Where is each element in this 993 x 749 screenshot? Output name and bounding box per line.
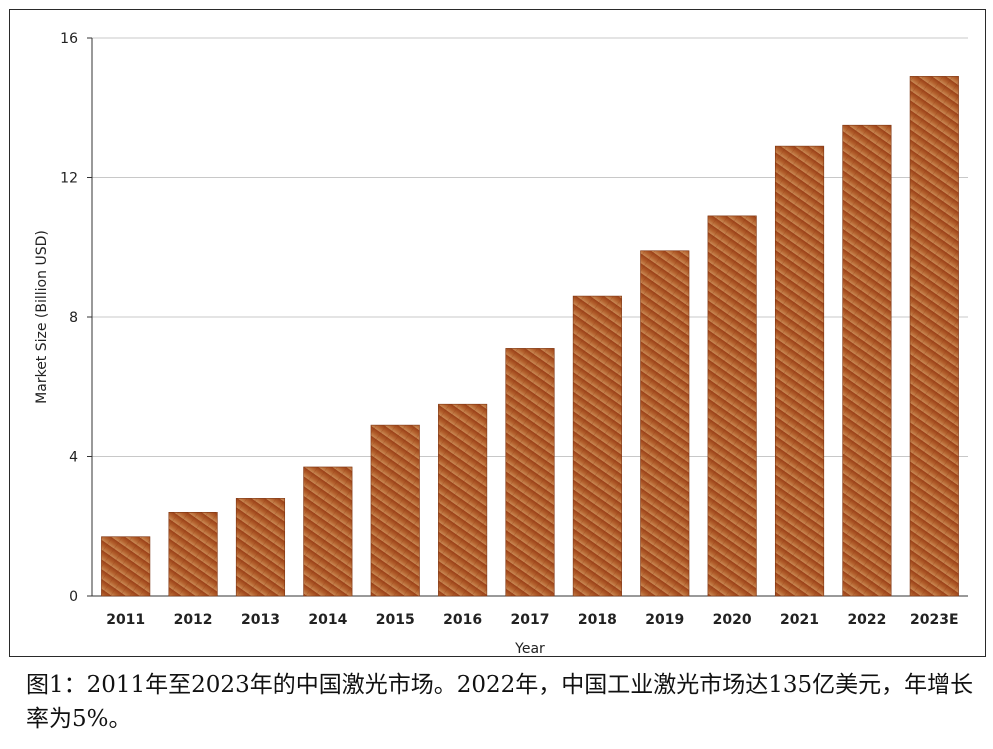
x-tick-label: 2021	[780, 612, 819, 628]
bar-2019	[640, 250, 690, 597]
x-tick-label: 2016	[443, 612, 482, 628]
bars	[101, 76, 959, 597]
x-tick-label: 2020	[713, 612, 752, 628]
x-axis-title: Year	[514, 641, 545, 657]
bar-2022	[842, 124, 892, 597]
x-tick-label: 2022	[847, 612, 886, 628]
y-tick-label: 16	[60, 31, 78, 47]
axis-labels: 0 4 8 12 16 2011 2012 2013 2014 2015 2016 2017 2018 2…	[60, 31, 958, 628]
bar-2021	[774, 145, 825, 597]
x-tick-label: 2013	[241, 612, 280, 628]
y-axis-title: Market Size (Billion USD)	[34, 230, 50, 404]
x-tick-label: 2014	[308, 612, 347, 628]
x-tick-label: 2017	[511, 612, 550, 628]
x-tick-label: 2011	[106, 612, 145, 628]
bar-2011	[101, 536, 151, 597]
y-tick-label: 8	[69, 310, 78, 326]
bar-2020	[707, 215, 757, 597]
x-tick-label: 2015	[376, 612, 415, 628]
y-tick-label: 4	[69, 450, 78, 466]
bar-2023E	[909, 76, 959, 597]
x-tick-label: 2023E	[910, 612, 959, 628]
bar-2016	[438, 403, 488, 597]
y-tick-label: 12	[60, 171, 78, 187]
bar-chart: 0 4 8 12 16 2011 2012 2013 2014 2015 2016 2017 2018 2…	[34, 31, 968, 657]
bar-2015	[370, 424, 420, 597]
x-tick-label: 2019	[645, 612, 684, 628]
bar-2012	[168, 511, 218, 597]
figure-caption: 图1：2011年至2023年的中国激光市场。2022年，中国工业激光市场达135…	[26, 672, 974, 732]
x-tick-label: 2012	[174, 612, 213, 628]
x-tick-label: 2018	[578, 612, 617, 628]
bar-2017	[505, 348, 555, 597]
y-tick-label: 0	[69, 589, 78, 605]
bar-2014	[303, 466, 353, 597]
bar-2013	[235, 498, 286, 597]
bar-2018	[572, 295, 622, 597]
